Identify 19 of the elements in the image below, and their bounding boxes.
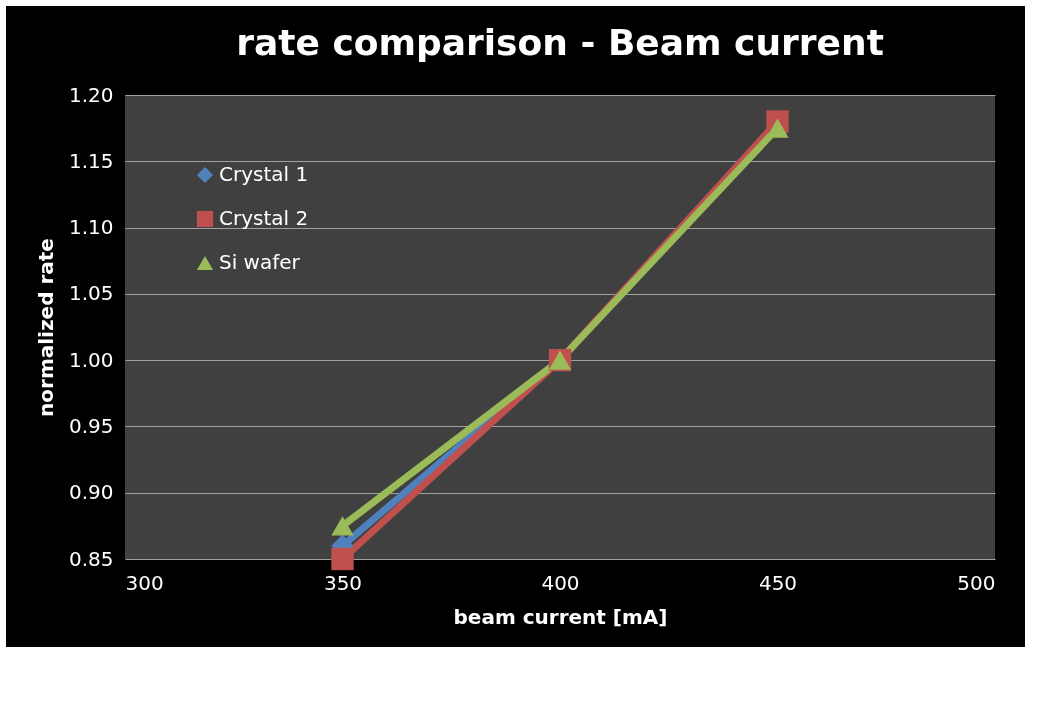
y-tick-label: 0.90: [68, 480, 114, 505]
legend-label: Crystal 2: [219, 206, 309, 230]
y-tick-label: 1.00: [68, 347, 114, 372]
x-axis-title: beam current [mA]: [453, 604, 668, 629]
legend-label: Crystal 1: [219, 162, 309, 186]
y-tick-label: 1.05: [68, 281, 114, 306]
y-tick-label: 0.95: [68, 413, 114, 438]
y-axis-title: normalized rate: [33, 238, 58, 417]
x-tick-label: 450: [758, 570, 798, 595]
y-tick-label: 1.20: [68, 82, 114, 107]
y-tick-label: 0.85: [68, 546, 114, 571]
chart-title: rate comparison - Beam current: [236, 22, 884, 63]
x-tick-label: 300: [125, 570, 164, 595]
y-tick-label: 1.15: [68, 148, 114, 173]
x-tick-label: 350: [323, 570, 363, 595]
legend-label: Si wafer: [219, 250, 301, 274]
x-tick-label: 400: [541, 570, 580, 595]
y-tick-label: 1.10: [68, 215, 114, 240]
x-tick-label: 500: [957, 570, 996, 595]
